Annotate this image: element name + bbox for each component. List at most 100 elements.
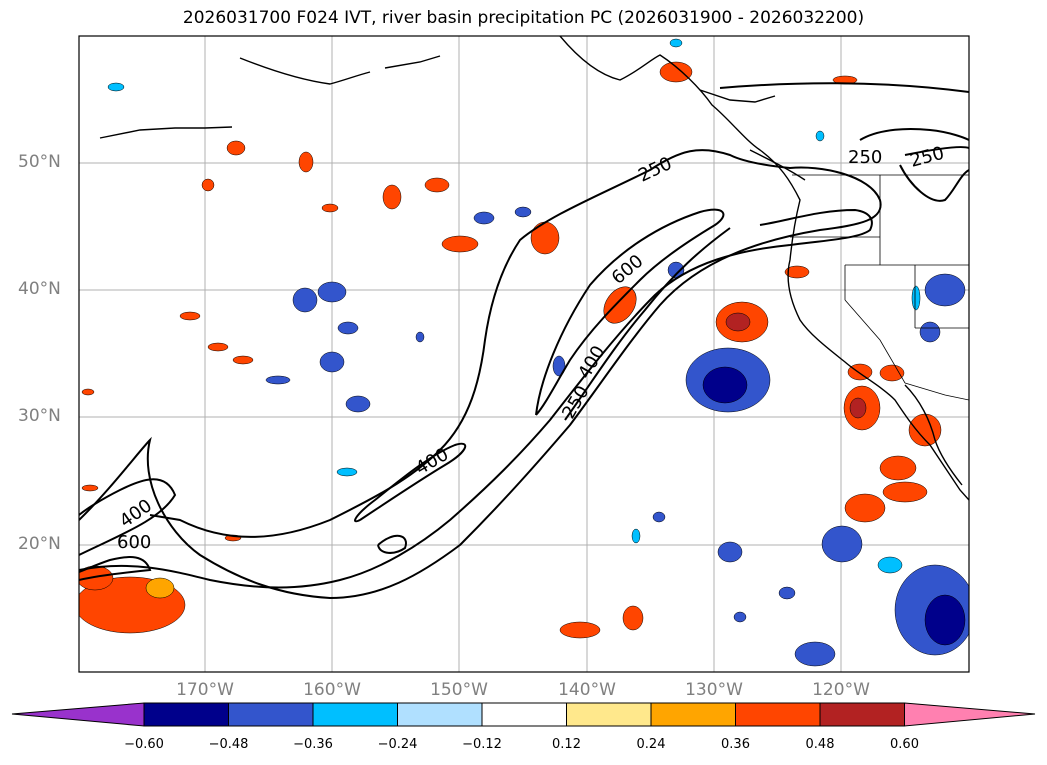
colorbar-tick-label: −0.12 — [462, 737, 502, 752]
ivt-contour-250 — [79, 149, 882, 600]
colorbar-bin — [735, 702, 821, 727]
colorbar-tick-label: −0.48 — [208, 737, 249, 752]
ivt-contour-east-loop — [899, 146, 969, 202]
colorbar-tick-label: −0.36 — [293, 737, 333, 752]
precip-patch — [911, 285, 921, 311]
precip-patch — [717, 541, 743, 563]
precip-patch — [319, 351, 345, 373]
positive-precip-patches — [79, 61, 942, 639]
precip-patch — [924, 273, 966, 307]
colorbar-bin — [397, 702, 483, 727]
precip-patch — [879, 364, 905, 382]
ivt-contour-250-north — [719, 82, 969, 93]
precip-patch — [145, 577, 175, 599]
colorbar-tick-label: 0.36 — [721, 737, 750, 752]
precip-patch — [81, 484, 99, 492]
precip-patch — [784, 265, 810, 279]
precip-patch — [622, 605, 644, 631]
contour-label: 600 — [608, 251, 648, 289]
precip-patch — [530, 221, 560, 255]
lon-label: 150°W — [430, 680, 488, 700]
precip-patch — [847, 363, 873, 381]
precip-patch — [794, 641, 836, 667]
colorbar-bin — [312, 702, 398, 727]
precip-patch — [107, 82, 125, 92]
ivt-contour-400-east — [564, 227, 731, 421]
lat-label: 30°N — [18, 406, 61, 426]
precip-patch — [815, 130, 825, 142]
colorbar-bin — [819, 702, 905, 727]
colorbar-extend-right — [904, 702, 1036, 727]
precip-patch — [382, 184, 402, 210]
lon-label: 130°W — [685, 680, 743, 700]
colorbar-bin — [228, 702, 314, 727]
precip-patch — [908, 413, 942, 447]
ivt-contour-250-inner — [79, 208, 873, 589]
precip-patch — [844, 493, 886, 523]
precip-patch — [317, 281, 347, 303]
ivt-contour-400-inner — [354, 442, 467, 523]
precip-patch — [424, 177, 450, 193]
colorbar-tick-label: 0.12 — [552, 737, 581, 752]
precip-patch — [882, 481, 928, 503]
lat-label: 20°N — [18, 534, 61, 554]
contour-labels: 250 250 250 600 400 250 400 400 600 — [116, 143, 947, 553]
lat-label: 40°N — [18, 279, 61, 299]
ivt-contour-600-inner — [535, 208, 725, 416]
precip-patch — [201, 178, 215, 192]
precip-patch — [415, 331, 425, 343]
precip-patch — [337, 321, 359, 335]
contour-label: 250 — [848, 147, 882, 168]
precip-patch — [849, 397, 867, 419]
precip-patch — [631, 528, 641, 544]
ivt-contours — [79, 82, 969, 600]
precip-patch — [265, 375, 291, 385]
lon-label: 140°W — [558, 680, 616, 700]
precip-patch — [778, 586, 796, 600]
map-title: 2026031700 F024 IVT, river basin precipi… — [182, 8, 865, 28]
contour-label: 250 — [908, 143, 947, 172]
colorbar-bin — [143, 702, 229, 727]
precip-patch — [924, 594, 966, 646]
ivt-contour-600 — [79, 556, 152, 581]
precip-patch — [821, 525, 863, 563]
precip-patch — [232, 355, 254, 365]
colorbar-tick-label: −0.60 — [124, 737, 164, 752]
precip-patch — [559, 621, 601, 639]
precip-patch — [659, 61, 693, 83]
precip-patch — [207, 342, 229, 352]
political-borders — [790, 174, 969, 401]
precip-patch — [552, 355, 566, 377]
colorbar-tick-label: −0.24 — [377, 737, 418, 752]
colorbar-tick-label: 0.60 — [890, 737, 919, 752]
coastlines — [99, 36, 969, 501]
plot-frame — [78, 35, 970, 673]
colorbar — [11, 702, 1036, 727]
precip-patch — [473, 211, 495, 225]
precip-patch — [441, 235, 479, 253]
colorbar-tick-label: 0.24 — [636, 737, 666, 752]
precip-patch — [733, 611, 747, 623]
negative-precip-patches — [107, 38, 969, 667]
ivt-contour-small — [377, 534, 407, 554]
precip-patch — [226, 140, 246, 156]
precip-patch — [879, 455, 917, 481]
colorbar-bin — [566, 702, 652, 727]
ivt-contour-east-loop-2 — [859, 128, 969, 141]
precip-patch — [702, 366, 748, 404]
colorbar-tick-label: 0.48 — [805, 737, 835, 752]
precip-patch — [292, 287, 318, 313]
lon-label: 120°W — [812, 680, 870, 700]
precip-patch — [919, 321, 941, 343]
precip-patch — [669, 38, 683, 48]
precip-patch — [321, 203, 339, 213]
precip-patch — [345, 395, 371, 413]
precip-patch — [652, 511, 666, 523]
precip-patch — [725, 312, 751, 332]
colorbar-bin — [481, 702, 567, 727]
ivt-contour-400 — [79, 478, 177, 556]
colorbar-extend-left — [11, 702, 145, 727]
precip-patch — [336, 467, 358, 477]
lon-label: 170°W — [176, 680, 234, 700]
